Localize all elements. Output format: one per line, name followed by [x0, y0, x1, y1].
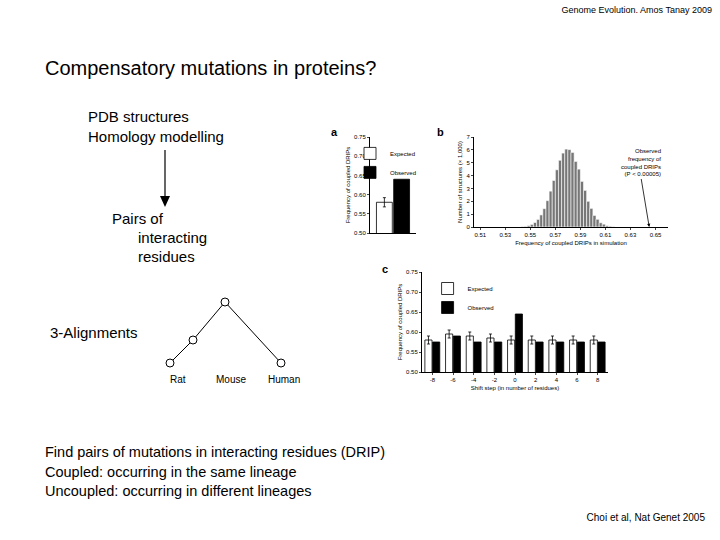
svg-text:7: 7 [466, 134, 470, 140]
svg-text:Expected: Expected [390, 151, 415, 157]
svg-text:0.55: 0.55 [354, 211, 366, 217]
svg-text:Observed: Observed [468, 305, 494, 311]
svg-text:1: 1 [466, 211, 470, 217]
svg-text:0: 0 [466, 224, 470, 230]
svg-text:6: 6 [466, 147, 470, 153]
svg-text:6: 6 [575, 377, 579, 383]
svg-text:3: 3 [466, 186, 470, 192]
html-text:Find pairs of mutations in int: Find pairs of mutations in interacting r… [45, 444, 386, 460]
svg-text:0.60: 0.60 [406, 329, 418, 335]
html-text:PDB structures: PDB structures [88, 108, 189, 125]
html-text:a: a [331, 126, 338, 138]
svg-text:Observedfrequency ofcoupled DR: Observedfrequency ofcoupled DRIPs(P < 0.… [621, 148, 661, 177]
svg-text:0.70: 0.70 [406, 289, 418, 295]
svg-text:0.51: 0.51 [474, 232, 486, 238]
html-text:c: c [382, 263, 389, 275]
svg-text:0.61: 0.61 [600, 232, 612, 238]
svg-text:2: 2 [534, 377, 538, 383]
svg-text:0.50: 0.50 [354, 230, 366, 236]
svg-text:0.63: 0.63 [625, 232, 637, 238]
html-text:Coupled: occurring in the same: Coupled: occurring in the same lineage [45, 463, 297, 480]
html-text:Uncoupled: occurring in differ: Uncoupled: occurring in different lineag… [45, 483, 312, 499]
html-text:3-Alignments: 3-Alignments [50, 324, 138, 341]
html-text:Genome Evolution. Amos Tanay 2: Genome Evolution. Amos Tanay 2009 [561, 5, 712, 15]
svg-text:0.65: 0.65 [354, 172, 366, 179]
html-text:Pairs of: Pairs of [112, 210, 163, 227]
html-text:Mouse: Mouse [216, 374, 246, 385]
svg-text:0.59: 0.59 [575, 232, 587, 238]
svg-text:0.70: 0.70 [354, 153, 366, 160]
svg-text:Number of structures (× 1,000): Number of structures (× 1,000) [457, 141, 463, 223]
svg-text:0.75: 0.75 [406, 269, 418, 275]
html-text:Choi et al, Nat Genet 2005: Choi et al, Nat Genet 2005 [586, 512, 705, 523]
html-text:Homology modelling: Homology modelling [88, 128, 224, 145]
html-text:interacting: interacting [138, 229, 208, 246]
svg-text:4: 4 [555, 377, 559, 383]
svg-text:Frequency of coupled DRIPs: Frequency of coupled DRIPs [345, 147, 351, 224]
svg-text:0.65: 0.65 [406, 309, 418, 315]
svg-text:Shift step (in number of resid: Shift step (in number of residues) [471, 385, 559, 391]
svg-text:Observed: Observed [390, 170, 416, 176]
svg-text:-2: -2 [492, 377, 498, 383]
html-text:Compensatory mutations in prot: Compensatory mutations in proteins? [45, 57, 377, 79]
svg-text:5: 5 [466, 160, 470, 166]
svg-text:0.75: 0.75 [354, 134, 366, 140]
html-text:residues: residues [138, 248, 195, 265]
svg-text:0: 0 [513, 377, 517, 383]
svg-text:0.50: 0.50 [406, 369, 418, 375]
svg-text:Frequency of coupled DRIPs: Frequency of coupled DRIPs [397, 284, 403, 361]
svg-text:0.53: 0.53 [499, 232, 511, 238]
svg-text:4: 4 [466, 173, 470, 179]
svg-text:-4: -4 [471, 377, 477, 383]
svg-text:0.55: 0.55 [406, 349, 418, 355]
svg-text:0.65: 0.65 [650, 232, 662, 238]
svg-text:0.55: 0.55 [524, 232, 536, 238]
svg-text:2: 2 [466, 198, 470, 204]
html-text:b: b [437, 126, 444, 138]
svg-text:0.57: 0.57 [550, 232, 562, 238]
svg-text:0.60: 0.60 [354, 192, 366, 198]
svg-text:Expected: Expected [468, 286, 493, 292]
html-text:Rat: Rat [170, 374, 186, 385]
svg-text:-6: -6 [450, 377, 456, 383]
svg-text:8: 8 [596, 377, 600, 383]
svg-text:Frequency of coupled DRIPs in: Frequency of coupled DRIPs in simulation [515, 240, 627, 246]
svg-text:-8: -8 [430, 377, 436, 383]
html-text:Human: Human [268, 374, 301, 385]
